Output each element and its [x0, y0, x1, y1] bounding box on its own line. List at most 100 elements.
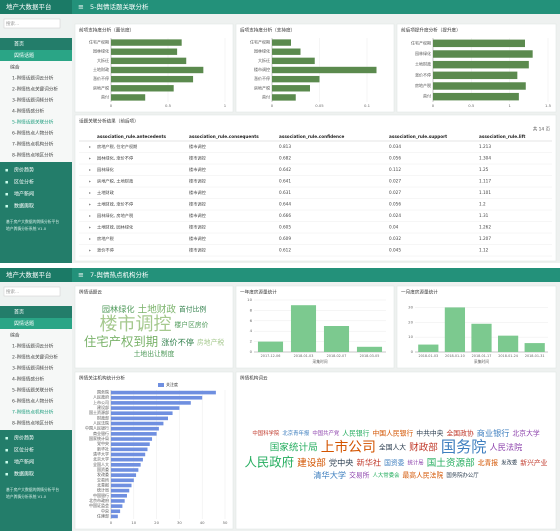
table-cell: 0.631 [279, 190, 291, 195]
submenu-item[interactable]: 7-舆情热点机构分析 [12, 409, 54, 416]
bar [272, 66, 377, 74]
row-expander[interactable]: ▸ [89, 190, 91, 195]
home-item[interactable]: 首页 [14, 309, 24, 316]
table-cell: 楼市调控 [189, 224, 207, 231]
bar [272, 75, 320, 83]
section-item[interactable]: 舆情话题 [14, 320, 34, 327]
table-cell: 园林绿化, 涨价不停 [97, 155, 133, 162]
submenu-item[interactable]: 5-舆情话题关联分析 [12, 119, 54, 126]
bar [111, 457, 143, 462]
x-tick-label: 2018-02-07 [327, 354, 347, 358]
row-expander[interactable]: ▸ [89, 202, 91, 207]
y-tick-label: 发改委 [97, 471, 109, 477]
submenu-item[interactable]: 3-舆情话题词频分析 [12, 97, 54, 104]
row-expander[interactable]: ▸ [89, 225, 91, 230]
bar [433, 60, 529, 69]
bar [272, 94, 296, 101]
submenu-item[interactable]: 1-舆情话题词云分析 [12, 343, 54, 350]
submenu-item[interactable]: 2-舆情热点关键词分析 [12, 354, 58, 361]
bar [111, 57, 187, 65]
menu-item[interactable]: 房价趋势 [14, 435, 34, 442]
table-cell: 0.027 [389, 179, 401, 184]
row-expander[interactable]: ▸ [89, 156, 91, 161]
menu-item[interactable]: 地产新闻 [14, 191, 34, 198]
sidebar-footer: 地产舆情分析系统 V1.0 [6, 226, 47, 231]
submenu-item[interactable]: 3-舆情话题词频分析 [12, 365, 54, 372]
y-tick-label: 园林绿化 [93, 48, 109, 54]
bar [111, 94, 146, 101]
submenu-item[interactable]: 2-舆情热点关键词分析 [12, 86, 58, 93]
submenu-item[interactable]: 4-舆情情感分析 [12, 108, 45, 115]
cloud-word: 北京青年报 [282, 429, 310, 437]
y-tick-label: 中国证监会 [89, 502, 109, 508]
submenu-item[interactable]: 1-舆情话题词云分析 [12, 75, 54, 82]
table-cell: 1.12 [479, 248, 489, 253]
submenu-item[interactable]: 6-舆情热点人物分析 [12, 130, 54, 137]
section-row [0, 50, 72, 61]
bar [111, 411, 173, 416]
bar [111, 483, 132, 488]
table-cell: 0.056 [389, 202, 401, 207]
table-cell: 0.609 [279, 236, 291, 241]
submenu-item[interactable]: 6-舆情热点人物分析 [12, 398, 54, 405]
column-header: association_rule.lift [479, 134, 525, 139]
cloud-word: 全国政协 [447, 429, 474, 438]
cloud-word: 人民政府 [245, 455, 295, 470]
row-expander[interactable]: ▸ [89, 248, 91, 253]
bar [111, 499, 125, 503]
row-expander[interactable]: ▸ [89, 167, 91, 172]
x-tick-label: 10 [131, 520, 136, 525]
submenu-item[interactable]: 4-舆情情感分析 [12, 376, 45, 383]
brand-bar [0, 0, 72, 14]
home-item[interactable]: 首页 [14, 41, 24, 48]
brand: 地产大数据平台 [6, 270, 52, 279]
bar [111, 390, 216, 395]
submenu-item[interactable]: 8-舆情热点地区分析 [12, 420, 54, 427]
cloud-word: 交易所 [349, 470, 370, 479]
bar [433, 82, 526, 90]
row-expander[interactable]: ▸ [89, 179, 91, 184]
menu-item[interactable]: 区位分析 [14, 447, 34, 454]
y-tick-label: 北京大学 [93, 456, 109, 462]
y-tick-label: 国资委 [97, 466, 109, 472]
bar [433, 50, 533, 58]
search-box[interactable] [3, 18, 61, 29]
menu-icon: ▪ [5, 192, 8, 198]
row-expander[interactable]: ▸ [89, 236, 91, 241]
table-cell: 0.813 [279, 144, 291, 149]
y-tick-label: 住宅产权期 [250, 39, 270, 45]
submenu-item[interactable]: 5-舆情话题关联分析 [12, 387, 54, 394]
bar [433, 71, 518, 80]
menu-item[interactable]: 地产新闻 [14, 459, 34, 466]
y-tick-label: 住宅产权期 [411, 39, 431, 45]
menu-icon: ▪ [5, 448, 8, 454]
row-expander[interactable]: ▸ [89, 144, 91, 149]
y-tick-label: 4 [250, 328, 253, 333]
menu-item[interactable]: 数据爬取 [14, 203, 34, 210]
x-tick-label: 50 [223, 520, 228, 525]
bar [444, 307, 466, 352]
y-tick-label: 8 [250, 307, 253, 312]
y-tick-label: 国务院 [97, 389, 109, 395]
y-tick-label: 6 [250, 318, 253, 323]
row-expander[interactable]: ▸ [89, 213, 91, 218]
section-item[interactable]: 舆情话题 [14, 52, 34, 59]
submenu-item[interactable]: 7-舆情热点机构分析 [12, 141, 54, 148]
menu-item[interactable]: 房价趋势 [14, 167, 34, 174]
bar [111, 463, 141, 467]
submenu-item[interactable]: 8-舆情热点地区分析 [12, 152, 54, 159]
search-box[interactable] [3, 286, 61, 297]
menu-item[interactable]: 数据爬取 [14, 471, 34, 478]
pager[interactable]: 共 14 页 [533, 126, 551, 133]
menu-icon: ▪ [5, 472, 8, 478]
x-tick-label: 2018-01-10 [445, 354, 465, 358]
table-cell: 0.056 [389, 156, 401, 161]
card-title: 舆情话题云 [79, 289, 102, 296]
cloud-word: 中国共产党 [312, 429, 340, 437]
menu-item[interactable]: 区位分析 [14, 179, 34, 186]
legend-label: 关注度 [166, 381, 178, 387]
table-cell: 楼市调控 [189, 201, 207, 208]
y-tick-label: 财政部 [97, 414, 109, 420]
x-tick-label: 20 [154, 520, 159, 525]
